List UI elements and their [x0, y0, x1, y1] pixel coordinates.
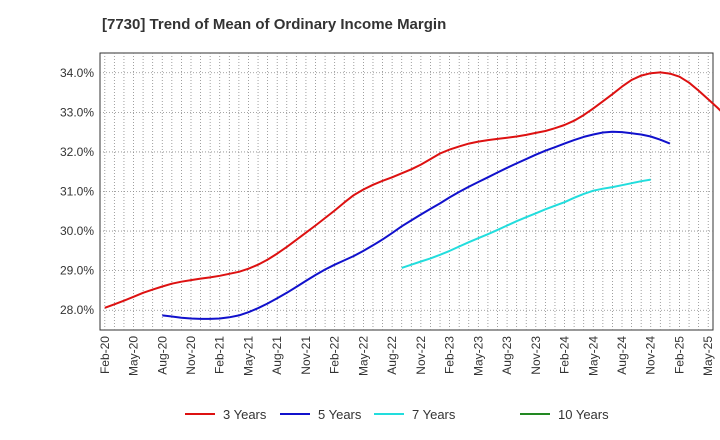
- x-tick-label: May-23: [471, 336, 485, 376]
- y-axis-ticks: 28.0% 29.0% 30.0% 31.0% 32.0% 33.0% 34.0%: [60, 66, 94, 317]
- series-line-3-years: [104, 71, 720, 309]
- x-tick-label: May-20: [127, 336, 141, 376]
- legend: 3 Years 5 Years 7 Years 10 Years: [185, 407, 609, 422]
- x-tick-label: Aug-23: [500, 336, 514, 375]
- x-tick-label: Feb-21: [213, 336, 227, 374]
- x-tick-label: Nov-22: [414, 336, 428, 375]
- grid-lines: [100, 53, 713, 330]
- x-tick-label: May-24: [586, 336, 600, 376]
- x-tick-label: May-25: [701, 336, 715, 376]
- y-tick-label: 33.0%: [60, 105, 94, 119]
- x-tick-label: May-21: [241, 336, 255, 376]
- y-tick-label: 32.0%: [60, 145, 94, 159]
- x-tick-label: May-22: [356, 336, 370, 376]
- x-tick-label: Feb-24: [558, 336, 572, 374]
- y-tick-label: 28.0%: [60, 303, 94, 317]
- series-line-7-years: [401, 178, 651, 269]
- x-tick-label: Nov-21: [299, 336, 313, 375]
- legend-label: 3 Years: [223, 407, 267, 422]
- x-tick-label: Nov-20: [184, 336, 198, 375]
- x-tick-label: Nov-23: [529, 336, 543, 375]
- y-tick-label: 34.0%: [60, 66, 94, 80]
- legend-label: 7 Years: [412, 407, 456, 422]
- x-tick-label: Feb-25: [672, 336, 686, 374]
- y-tick-label: 30.0%: [60, 224, 94, 238]
- legend-label: 10 Years: [558, 407, 609, 422]
- y-tick-label: 31.0%: [60, 185, 94, 199]
- x-tick-label: Aug-24: [615, 336, 629, 375]
- chart-title: [7730] Trend of Mean of Ordinary Income …: [102, 16, 447, 33]
- x-tick-label: Aug-21: [270, 336, 284, 375]
- x-tick-label: Nov-24: [644, 336, 658, 375]
- x-tick-label: Feb-23: [443, 336, 457, 374]
- series-lines: [104, 71, 720, 320]
- x-tick-label: Aug-20: [155, 336, 169, 375]
- x-axis-ticks: Feb-20 May-20 Aug-20 Nov-20 Feb-21 May-21 Aug-…: [98, 336, 715, 376]
- x-tick-label: Aug-22: [385, 336, 399, 375]
- legend-label: 5 Years: [318, 407, 362, 422]
- x-tick-label: Feb-20: [98, 336, 112, 374]
- series-line-5-years: [162, 130, 671, 320]
- x-tick-label: Feb-22: [328, 336, 342, 374]
- y-tick-label: 29.0%: [60, 264, 94, 278]
